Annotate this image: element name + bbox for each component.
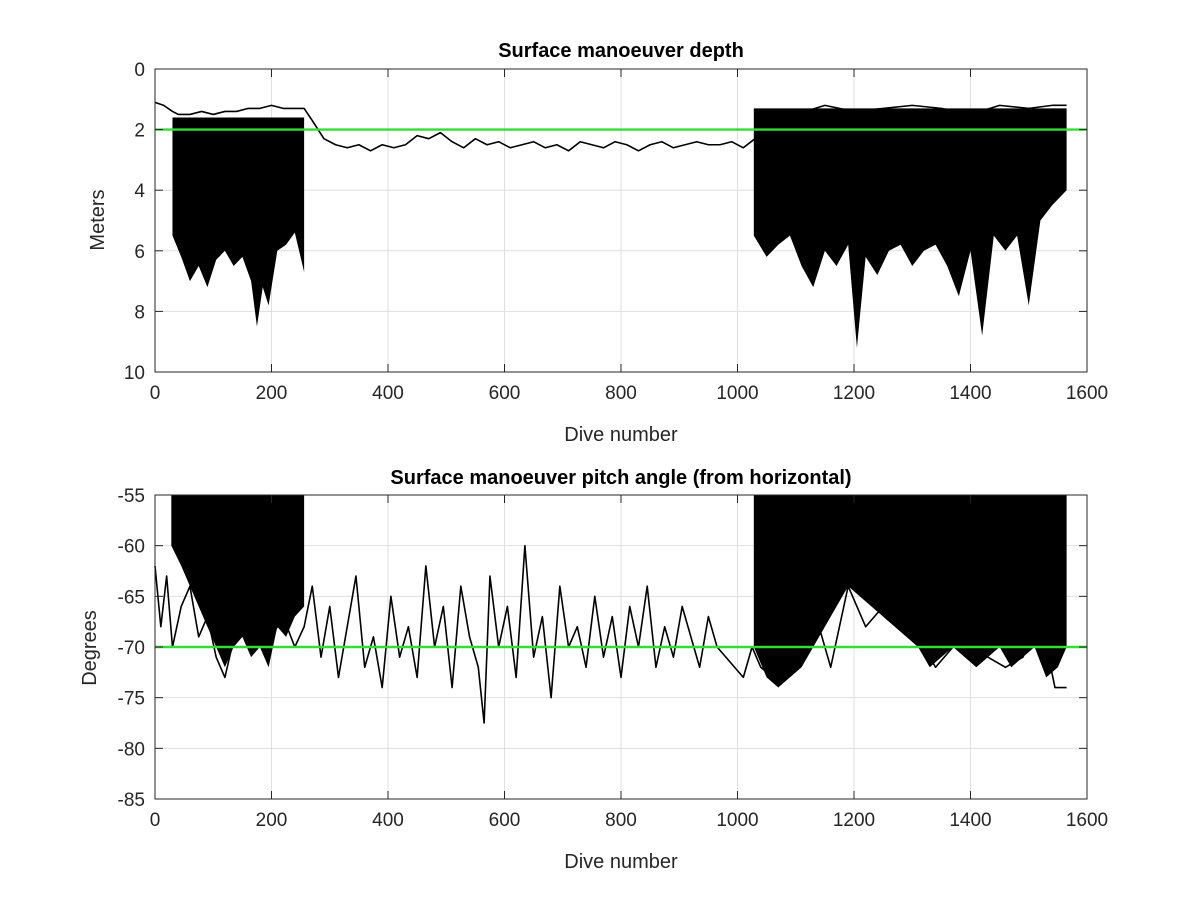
pitch-y-tick-label: -65 <box>118 587 145 608</box>
depth-y-tick-label: 6 <box>134 242 145 263</box>
depth-y-tick-label: 10 <box>124 363 145 384</box>
pitch-y-tick-label: -80 <box>118 739 145 760</box>
depth-x-tick-label: 1600 <box>1066 383 1108 404</box>
depth-y-tick-label: 8 <box>134 302 145 323</box>
depth-plot-title: Surface manoeuver depth <box>498 40 744 62</box>
pitch-x-tick-label: 600 <box>489 810 521 831</box>
pitch-plot: Surface manoeuver pitch angle (from hori… <box>79 467 1108 873</box>
pitch-y-tick-label: -75 <box>118 689 145 710</box>
pitch-dense-band-0 <box>171 495 305 668</box>
depth-plot-xlabel: Dive number <box>564 424 678 446</box>
pitch-x-tick-label: 1000 <box>716 810 758 831</box>
pitch-plot-ylabel: Degrees <box>79 610 101 686</box>
depth-x-tick-label: 200 <box>256 383 288 404</box>
depth-y-tick-label: 4 <box>134 181 145 202</box>
pitch-x-tick-label: 800 <box>605 810 637 831</box>
pitch-x-tick-label: 200 <box>256 810 288 831</box>
pitch-y-tick-label: -55 <box>118 486 145 507</box>
pitch-x-tick-label: 1600 <box>1066 810 1108 831</box>
pitch-plot-xlabel: Dive number <box>564 851 678 873</box>
depth-x-tick-label: 1200 <box>833 383 875 404</box>
depth-series-line <box>154 101 1067 152</box>
pitch-y-tick-label: -85 <box>118 790 145 811</box>
pitch-x-tick-label: 1200 <box>833 810 875 831</box>
depth-x-tick-label: 400 <box>372 383 404 404</box>
pitch-x-tick-label: 1400 <box>949 810 991 831</box>
pitch-x-tick-label: 0 <box>150 810 161 831</box>
depth-x-tick-label: 1000 <box>716 383 758 404</box>
depth-dense-band-0 <box>172 117 305 327</box>
depth-x-tick-label: 0 <box>150 383 161 404</box>
depth-plot: Surface manoeuver depth Dive number Mete… <box>87 40 1108 446</box>
depth-dense-band-1 <box>753 108 1067 348</box>
pitch-dense-band-1 <box>753 495 1067 688</box>
pitch-x-tick-label: 400 <box>372 810 404 831</box>
pitch-plot-title: Surface manoeuver pitch angle (from hori… <box>390 467 851 489</box>
depth-y-tick-label: 0 <box>134 60 145 81</box>
pitch-y-tick-label: -70 <box>118 638 145 659</box>
depth-x-tick-label: 600 <box>489 383 521 404</box>
pitch-y-tick-label: -60 <box>118 537 145 558</box>
depth-y-tick-label: 2 <box>134 121 145 142</box>
depth-x-tick-label: 800 <box>605 383 637 404</box>
pitch-series-line <box>154 544 1067 724</box>
depth-x-tick-label: 1400 <box>949 383 991 404</box>
depth-plot-ylabel: Meters <box>87 189 109 250</box>
